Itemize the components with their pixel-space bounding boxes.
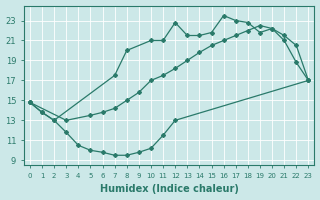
X-axis label: Humidex (Indice chaleur): Humidex (Indice chaleur): [100, 184, 239, 194]
